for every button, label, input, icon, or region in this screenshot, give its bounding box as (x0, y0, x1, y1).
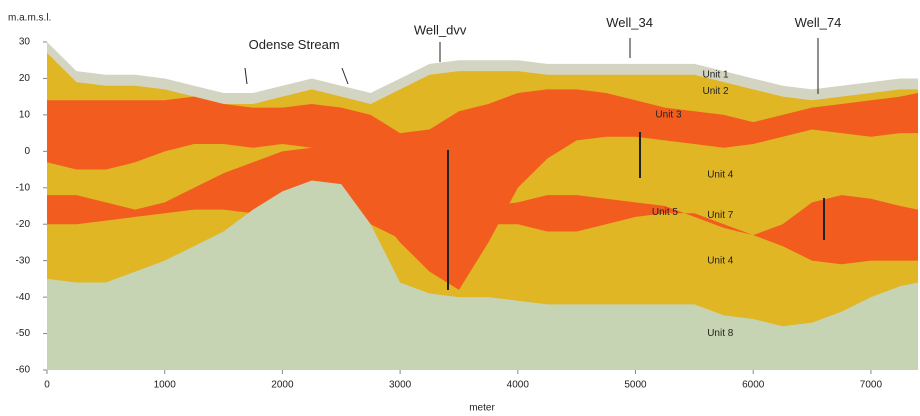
annotation: Odense Stream (249, 37, 340, 52)
chart: m.a.m.s.l. meter -60 -50 -40 -30 -20 -10 0 10 20… (0, 0, 920, 416)
y-tick-label: 30 (19, 37, 31, 48)
y-tick-label: -10 (16, 182, 31, 193)
y-tick-label: 0 (24, 146, 30, 157)
layers (47, 42, 918, 370)
annotation: Well_34 (606, 15, 653, 30)
x-tick-label: 3000 (389, 380, 412, 391)
annotation: Well_dvv (414, 23, 467, 38)
annotation: Unit 1 (702, 69, 729, 80)
arrow (245, 68, 247, 84)
y-tick-label: 10 (19, 110, 31, 121)
y-tick-label: -40 (16, 292, 31, 303)
y-tick-label: 20 (19, 73, 31, 84)
y-tick-label: -50 (16, 328, 31, 339)
x-axis-label: meter (469, 403, 495, 414)
arrow (342, 68, 348, 84)
annotation: Unit 8 (707, 328, 734, 339)
x-tick-label: 5000 (624, 380, 647, 391)
x-tick-label: 6000 (742, 380, 765, 391)
annotation: Unit 2 (702, 86, 729, 97)
x-tick-label: 2000 (271, 380, 294, 391)
annotation: Well_74 (795, 15, 842, 30)
y-tick-label: -30 (16, 255, 31, 266)
annotation: Unit 3 (655, 110, 682, 121)
y-tick-label: -20 (16, 219, 31, 230)
annotation: Unit 7 (707, 210, 734, 221)
x-tick-label: 1000 (154, 380, 177, 391)
annotation: Unit 4 (707, 170, 734, 181)
annotation: Unit 5 (652, 207, 679, 218)
y-axis-label: m.a.m.s.l. (8, 13, 51, 24)
x-tick-label: 7000 (860, 380, 883, 391)
x-tick-label: 4000 (507, 380, 530, 391)
x-tick-label: 0 (44, 380, 50, 391)
annotation: Unit 4 (707, 255, 734, 266)
y-tick-label: -60 (16, 365, 31, 376)
